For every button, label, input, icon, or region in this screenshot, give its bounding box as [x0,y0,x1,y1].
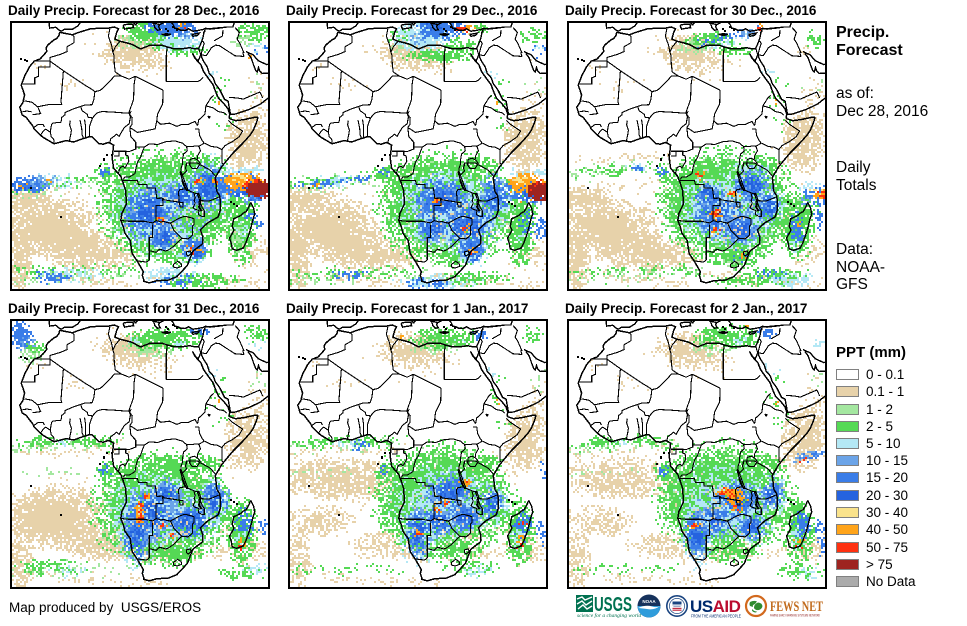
svg-text:science for a changing world: science for a changing world [577,612,641,619]
svg-text:USAID: USAID [690,597,741,616]
svg-text:FEWS NET: FEWS NET [770,599,823,615]
svg-text:FAMINE EARLY WARNING SYSTEMS N: FAMINE EARLY WARNING SYSTEMS NETWORK [770,614,820,618]
svg-text:FROM THE AMERICAN PEOPLE: FROM THE AMERICAN PEOPLE [691,614,741,619]
svg-text:USGS: USGS [594,594,632,616]
svg-text:NOAA: NOAA [642,599,656,604]
